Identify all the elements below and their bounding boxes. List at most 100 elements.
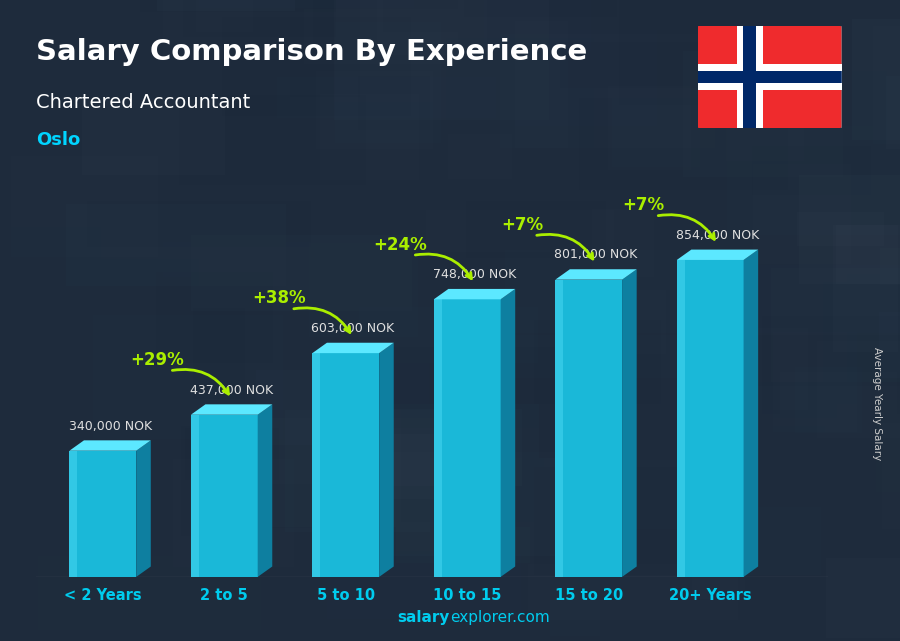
Bar [873,24,900,101]
Bar [13,509,182,593]
Text: +24%: +24% [374,236,428,254]
Bar [747,335,900,387]
Bar [147,561,307,595]
Bar [754,449,900,493]
Bar [879,312,900,378]
Bar [304,313,366,400]
Bar [550,409,699,456]
Bar [196,0,383,32]
Polygon shape [257,404,273,577]
Bar [375,434,442,499]
Bar [882,423,900,529]
Bar [825,558,900,638]
Bar [292,56,453,173]
Bar [495,292,699,358]
Bar [515,21,568,148]
Bar [690,16,869,113]
Bar [434,299,500,577]
Bar [877,400,900,492]
Bar [125,165,202,230]
Bar [772,331,857,432]
Bar [377,359,516,395]
Bar [880,248,900,285]
Bar [205,253,398,367]
Bar [338,0,514,31]
Bar [873,58,900,108]
Bar [612,98,699,167]
Bar [335,22,441,144]
Bar [677,260,743,577]
Bar [868,297,900,348]
Bar [851,19,900,140]
Bar [809,210,855,253]
Bar [743,26,756,128]
Bar [87,201,310,247]
Bar [174,458,294,567]
Bar [182,426,256,536]
Bar [670,419,857,509]
Bar [38,556,261,629]
Bar [560,42,776,88]
Bar [500,35,715,148]
Bar [515,30,657,126]
Bar [466,201,606,258]
FancyBboxPatch shape [698,26,842,128]
Bar [807,0,900,64]
Bar [223,78,274,164]
Bar [67,204,286,286]
Bar [694,362,751,401]
Bar [265,0,436,3]
Polygon shape [69,440,151,451]
Bar [565,446,623,517]
Bar [555,279,563,577]
Bar [531,0,663,13]
Bar [199,0,414,8]
Bar [762,317,900,413]
Bar [541,0,764,62]
Bar [285,410,430,533]
Bar [700,265,900,333]
Bar [753,163,850,265]
Bar [534,153,595,269]
Bar [752,146,871,195]
Bar [836,225,900,284]
Text: Average Yearly Salary: Average Yearly Salary [872,347,883,460]
Bar [429,577,627,613]
Bar [18,371,101,435]
Bar [823,507,900,565]
Bar [93,315,284,439]
Text: 437,000 NOK: 437,000 NOK [190,383,273,397]
Bar [197,245,315,283]
Bar [569,290,666,354]
Bar [868,439,900,562]
Bar [641,385,744,489]
Bar [254,418,434,528]
Bar [551,554,599,637]
Bar [164,0,313,59]
Bar [817,340,900,438]
Bar [251,484,311,528]
Bar [545,442,608,489]
Bar [68,0,251,8]
Bar [447,134,512,179]
Bar [208,168,256,210]
Bar [698,71,842,83]
Bar [401,406,544,522]
Bar [130,272,353,328]
Polygon shape [136,440,151,577]
Bar [847,274,900,394]
Bar [163,242,373,277]
Text: Oslo: Oslo [36,131,80,149]
Text: Chartered Accountant: Chartered Accountant [36,93,250,112]
Bar [798,174,900,284]
Bar [277,77,496,118]
Bar [483,0,591,51]
Polygon shape [622,269,636,577]
Bar [287,0,337,99]
Bar [534,467,744,576]
Bar [227,103,433,184]
Bar [535,319,662,404]
Bar [677,260,685,577]
Bar [637,233,751,332]
Text: salary: salary [398,610,450,625]
